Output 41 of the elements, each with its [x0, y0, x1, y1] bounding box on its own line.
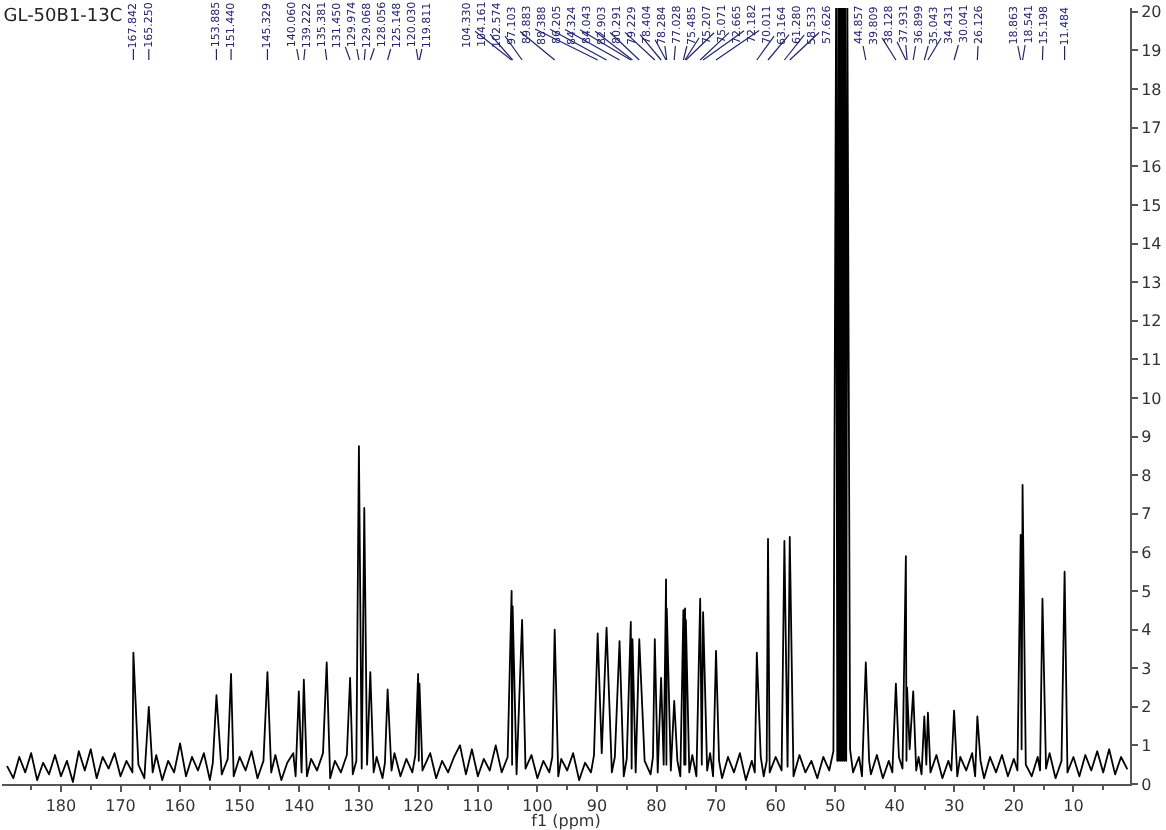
- y-tick-label: 8: [1141, 466, 1152, 485]
- x-tick-label: 130: [343, 797, 375, 816]
- y-tick-label: 19: [1141, 42, 1162, 61]
- x-tick-label: 100: [522, 797, 553, 816]
- x-tick-label: 170: [105, 797, 136, 816]
- y-tick-label: 17: [1141, 119, 1162, 138]
- x-tick-label: 90: [586, 797, 608, 816]
- y-tick-label: 12: [1141, 312, 1162, 331]
- y-tick-label: 3: [1141, 659, 1152, 678]
- x-axis-title: f1 (ppm): [531, 812, 601, 830]
- y-tick-label: 18: [1141, 80, 1162, 99]
- x-tick-label: 180: [45, 797, 77, 816]
- y-tick-label: 15: [1141, 196, 1162, 215]
- x-tick-label: 70: [705, 797, 727, 816]
- x-tick-label: 120: [403, 797, 434, 816]
- y-tick-label: 7: [1141, 505, 1152, 524]
- y-tick-label: 6: [1141, 543, 1152, 562]
- x-tick-label: 30: [944, 797, 965, 816]
- y-tick-label: 2: [1141, 698, 1152, 717]
- x-tick-label: 140: [283, 797, 315, 816]
- y-tick-label: 20: [1141, 3, 1162, 22]
- x-tick-label: 80: [646, 797, 667, 816]
- x-tick-label: 150: [224, 797, 255, 816]
- y-tick-label: 5: [1141, 582, 1152, 601]
- y-tick-label: 13: [1141, 273, 1162, 292]
- y-tick-label: 16: [1141, 157, 1162, 176]
- y-tick-label: 11: [1141, 350, 1162, 369]
- y-tick-label: 10: [1141, 389, 1162, 408]
- x-tick-label: 50: [825, 797, 846, 816]
- chart-title: GL-50B1-13C: [3, 6, 123, 27]
- y-tick-label: 4: [1141, 621, 1152, 640]
- y-tick-label: 14: [1141, 235, 1162, 254]
- x-tick-label: 10: [1063, 797, 1084, 816]
- x-tick-label: 110: [462, 797, 494, 816]
- x-tick-label: 40: [884, 797, 905, 816]
- x-tick-label: 160: [164, 797, 196, 816]
- y-tick-label: 9: [1141, 428, 1152, 447]
- x-tick-label: 60: [765, 797, 786, 816]
- y-tick-label: 0: [1141, 775, 1152, 794]
- x-tick-label: 20: [1003, 797, 1025, 816]
- y-tick-label: 1: [1141, 737, 1152, 755]
